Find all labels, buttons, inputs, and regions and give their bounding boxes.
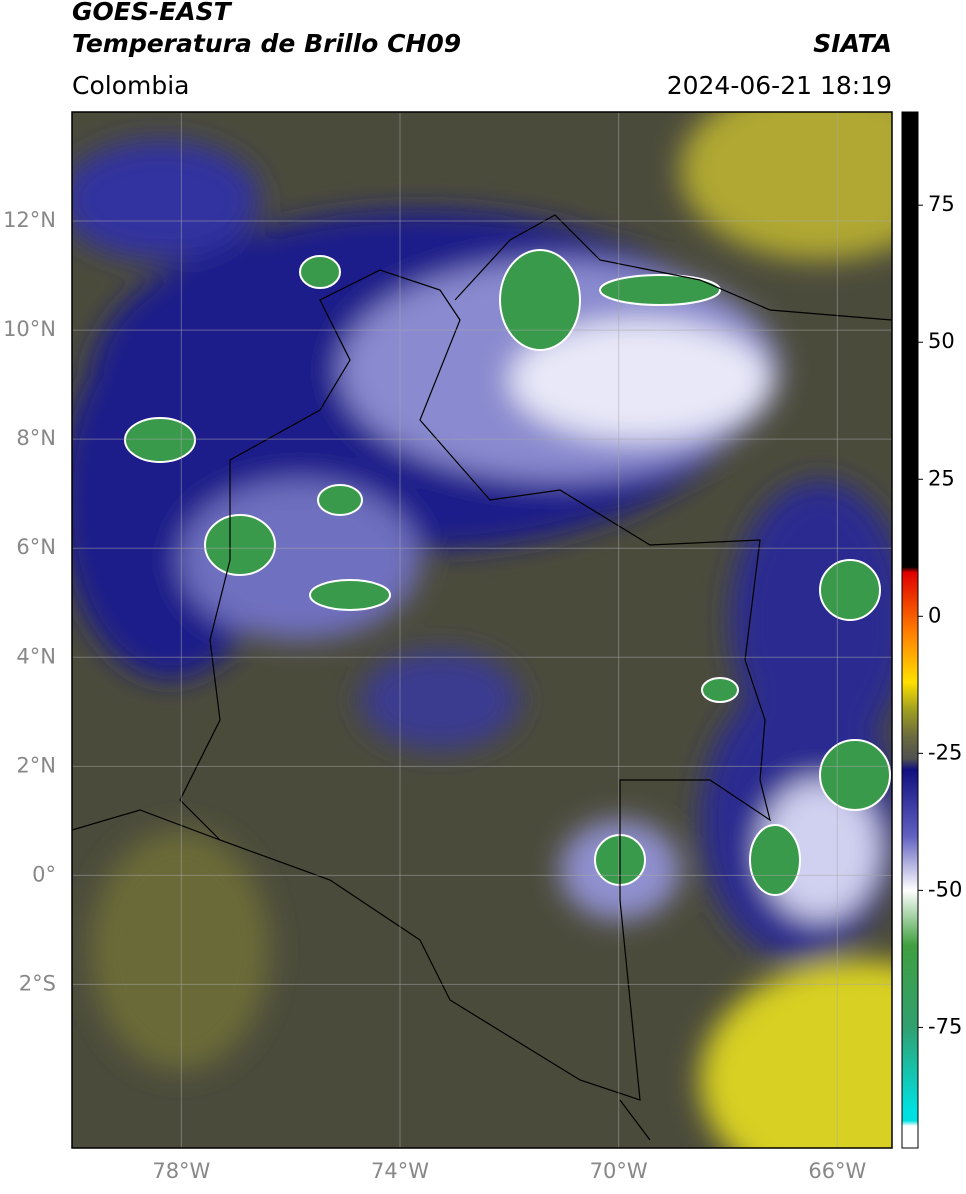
subtitle: Temperatura de Brillo CH09	[72, 29, 461, 58]
y-tick-label: 12°N	[3, 208, 56, 232]
colorbar	[901, 111, 919, 1149]
source: SIATA	[813, 29, 892, 58]
map-frame	[71, 111, 893, 1149]
datetime: 2024-06-21 18:19	[667, 71, 892, 100]
x-tick-label: 78°W	[152, 1159, 210, 1183]
colorbar-tick-label: -50	[928, 877, 962, 901]
x-tick-label: 70°W	[590, 1159, 648, 1183]
colorbar-tick-label: -25	[928, 740, 962, 764]
satellite-image	[72, 112, 892, 1148]
y-tick-label: 2°S	[19, 971, 56, 995]
y-tick-label: 10°N	[3, 317, 56, 341]
colorbar-tick-label: 50	[928, 329, 955, 353]
y-tick-label: 2°N	[16, 753, 56, 777]
title: GOES-EAST	[72, 0, 233, 26]
y-tick-label: 8°N	[16, 426, 56, 450]
colorbar-tick-label: -75	[928, 1014, 962, 1038]
region: Colombia	[72, 71, 189, 100]
y-tick-label: 0°	[32, 862, 56, 886]
x-tick-label: 74°W	[371, 1159, 429, 1183]
y-tick-label: 6°N	[16, 535, 56, 559]
colorbar-tick-label: 0	[928, 603, 941, 627]
y-tick-label: 4°N	[16, 644, 56, 668]
colorbar-tick-label: 75	[928, 192, 955, 216]
colorbar-tick-label: 25	[928, 466, 955, 490]
x-tick-label: 66°W	[808, 1159, 866, 1183]
